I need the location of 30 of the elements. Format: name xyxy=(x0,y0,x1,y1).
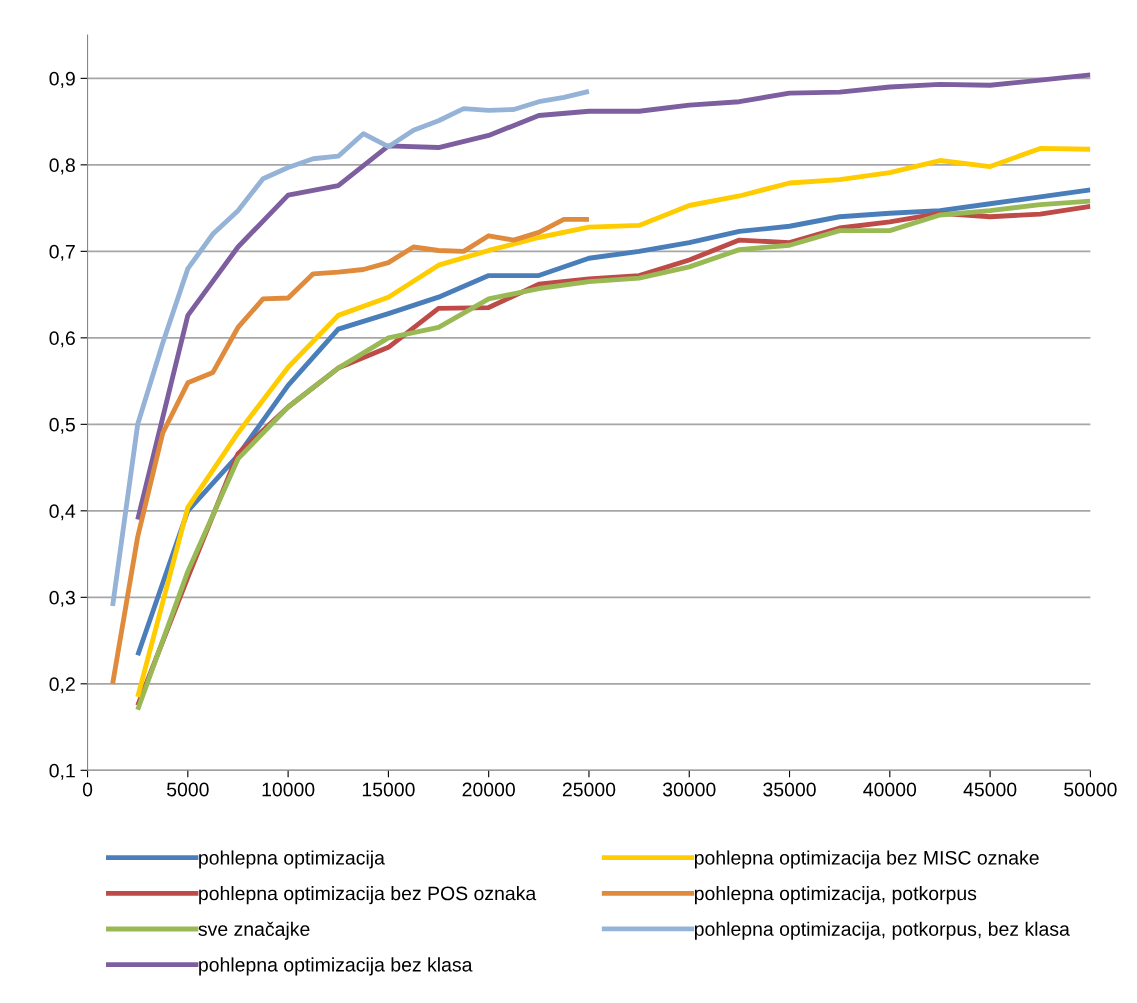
x-tick-label: 35000 xyxy=(763,782,816,797)
x-tick-label: 45000 xyxy=(963,782,1017,797)
line-series xyxy=(110,88,592,609)
y-tick-label: 0,8 xyxy=(49,158,75,175)
legend-label: pohlepna optimizacija xyxy=(199,850,385,869)
x-tick-label: 15000 xyxy=(362,782,415,797)
y-tick-label: 0,9 xyxy=(49,71,75,88)
y-tick-label: 0,1 xyxy=(49,763,75,780)
legend-label: pohlepna optimizacija, potkorpus, bez klasa xyxy=(694,921,1070,940)
legend-label: pohlepna optimizacija bez POS oznaka xyxy=(199,886,537,905)
y-tick-label: 0,4 xyxy=(49,504,76,521)
line-series xyxy=(110,216,592,687)
legend-label: pohlepna optimizacija bez MISC oznake xyxy=(694,850,1039,869)
x-tick-label: 25000 xyxy=(562,782,616,797)
x-tick-label: 30000 xyxy=(662,782,716,797)
legend-label: pohlepna optimizacija bez klasa xyxy=(199,957,473,976)
x-tick-label: 50000 xyxy=(1064,782,1117,797)
y-tick-label: 0,3 xyxy=(49,590,75,607)
y-tick-label: 0,6 xyxy=(49,331,75,348)
x-tick-label: 40000 xyxy=(863,782,917,797)
x-tick-label: 5000 xyxy=(166,782,209,797)
legend-label: sve značajke xyxy=(198,921,310,940)
line-series xyxy=(135,72,1091,522)
x-tick-label: 0 xyxy=(82,782,93,797)
legend-label: pohlepna optimizacija, potkorpus xyxy=(694,886,977,905)
y-tick-label: 0,2 xyxy=(49,677,75,694)
y-tick-label: 0,5 xyxy=(49,417,75,434)
y-tick-label: 0,7 xyxy=(49,244,75,261)
x-tick-label: 20000 xyxy=(462,782,515,797)
x-tick-label: 10000 xyxy=(262,782,315,797)
